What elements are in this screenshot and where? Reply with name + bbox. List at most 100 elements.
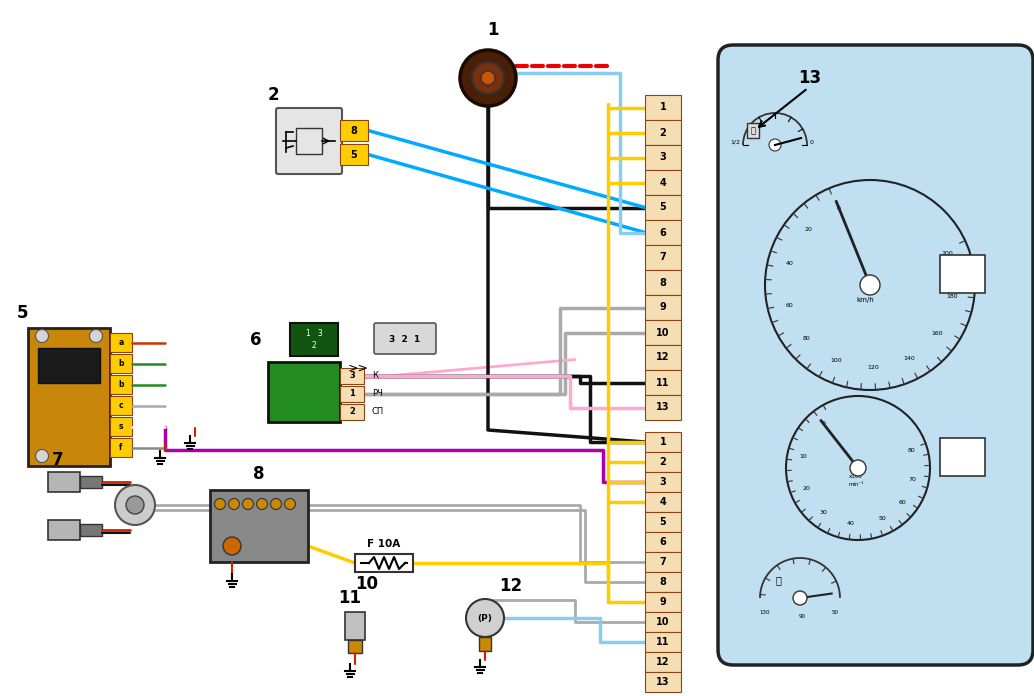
- Bar: [340, 404, 364, 420]
- Bar: [355, 554, 413, 572]
- Text: 1: 1: [487, 21, 498, 39]
- Text: 80: 80: [802, 336, 811, 341]
- Text: min⁻¹: min⁻¹: [848, 482, 863, 487]
- Circle shape: [35, 329, 49, 342]
- Circle shape: [243, 498, 253, 509]
- Bar: [210, 490, 308, 562]
- FancyBboxPatch shape: [374, 323, 436, 354]
- Text: 40: 40: [846, 521, 854, 526]
- Bar: [340, 386, 364, 402]
- Bar: [110, 333, 132, 352]
- Text: 12: 12: [499, 577, 522, 595]
- Circle shape: [126, 496, 144, 514]
- Bar: [645, 452, 681, 472]
- Text: 6: 6: [660, 537, 666, 547]
- Text: 7: 7: [660, 253, 666, 262]
- Text: 9: 9: [660, 597, 666, 607]
- Text: 7: 7: [660, 557, 666, 567]
- Text: F 10A: F 10A: [367, 539, 400, 549]
- Text: 20: 20: [802, 487, 810, 491]
- Bar: [28, 328, 110, 466]
- Bar: [645, 145, 681, 170]
- Text: 140: 140: [903, 356, 915, 361]
- Text: 11: 11: [657, 637, 670, 647]
- Bar: [296, 128, 322, 154]
- Bar: [645, 432, 681, 452]
- Bar: [747, 123, 759, 138]
- Text: 9: 9: [660, 303, 666, 313]
- Text: 0: 0: [837, 205, 841, 211]
- Bar: [110, 438, 132, 457]
- Text: 2: 2: [660, 457, 666, 467]
- Bar: [645, 532, 681, 552]
- Text: 8: 8: [660, 577, 667, 587]
- Text: 11: 11: [338, 589, 362, 607]
- Circle shape: [481, 71, 495, 85]
- Text: 10: 10: [799, 454, 808, 459]
- Circle shape: [860, 275, 880, 295]
- Text: 130: 130: [760, 610, 770, 615]
- Bar: [38, 348, 100, 383]
- Circle shape: [466, 599, 504, 637]
- Bar: [645, 672, 681, 692]
- Text: 0: 0: [810, 139, 814, 145]
- Bar: [48, 472, 80, 492]
- Bar: [645, 295, 681, 320]
- Bar: [940, 255, 985, 293]
- Text: 8: 8: [253, 465, 265, 483]
- Text: 40: 40: [786, 261, 794, 266]
- Text: 4: 4: [660, 497, 666, 507]
- Text: b: b: [118, 359, 124, 368]
- Bar: [340, 144, 368, 165]
- Text: 1: 1: [660, 102, 666, 113]
- Text: 2: 2: [660, 127, 666, 138]
- Circle shape: [90, 329, 102, 342]
- Bar: [645, 170, 681, 195]
- Text: 5: 5: [660, 203, 666, 212]
- Text: 13: 13: [657, 402, 670, 413]
- Circle shape: [769, 139, 781, 151]
- Bar: [645, 572, 681, 592]
- Text: 3: 3: [660, 477, 666, 487]
- Text: 5: 5: [18, 304, 29, 322]
- Text: 11: 11: [657, 377, 670, 388]
- Text: 100: 100: [830, 358, 842, 363]
- Bar: [645, 632, 681, 652]
- Bar: [345, 612, 365, 640]
- Text: 3: 3: [660, 152, 666, 162]
- Circle shape: [256, 498, 268, 509]
- Circle shape: [229, 498, 240, 509]
- Bar: [645, 612, 681, 632]
- Bar: [645, 195, 681, 220]
- Bar: [48, 520, 80, 540]
- Circle shape: [115, 485, 155, 525]
- Bar: [645, 492, 681, 512]
- Circle shape: [214, 498, 225, 509]
- Circle shape: [460, 50, 516, 106]
- Bar: [645, 120, 681, 145]
- Bar: [645, 95, 681, 120]
- Bar: [110, 417, 132, 436]
- Bar: [80, 524, 102, 536]
- Text: 1: 1: [660, 437, 666, 447]
- Bar: [110, 354, 132, 373]
- Bar: [80, 476, 102, 488]
- Bar: [479, 637, 491, 651]
- Circle shape: [223, 537, 241, 555]
- Text: 1/2: 1/2: [730, 139, 740, 145]
- Bar: [645, 320, 681, 345]
- Text: 80: 80: [908, 448, 915, 453]
- Bar: [110, 396, 132, 415]
- Text: 2: 2: [349, 407, 355, 416]
- Bar: [645, 512, 681, 532]
- Circle shape: [35, 450, 49, 463]
- Text: 5: 5: [660, 517, 666, 527]
- Text: 180: 180: [946, 294, 959, 299]
- Text: 13: 13: [798, 69, 822, 87]
- Text: 90: 90: [798, 613, 805, 619]
- Text: РЧ: РЧ: [372, 390, 383, 399]
- Text: 12: 12: [657, 657, 670, 667]
- Text: c: c: [119, 401, 123, 410]
- Text: К: К: [372, 372, 378, 381]
- Text: f: f: [119, 443, 123, 452]
